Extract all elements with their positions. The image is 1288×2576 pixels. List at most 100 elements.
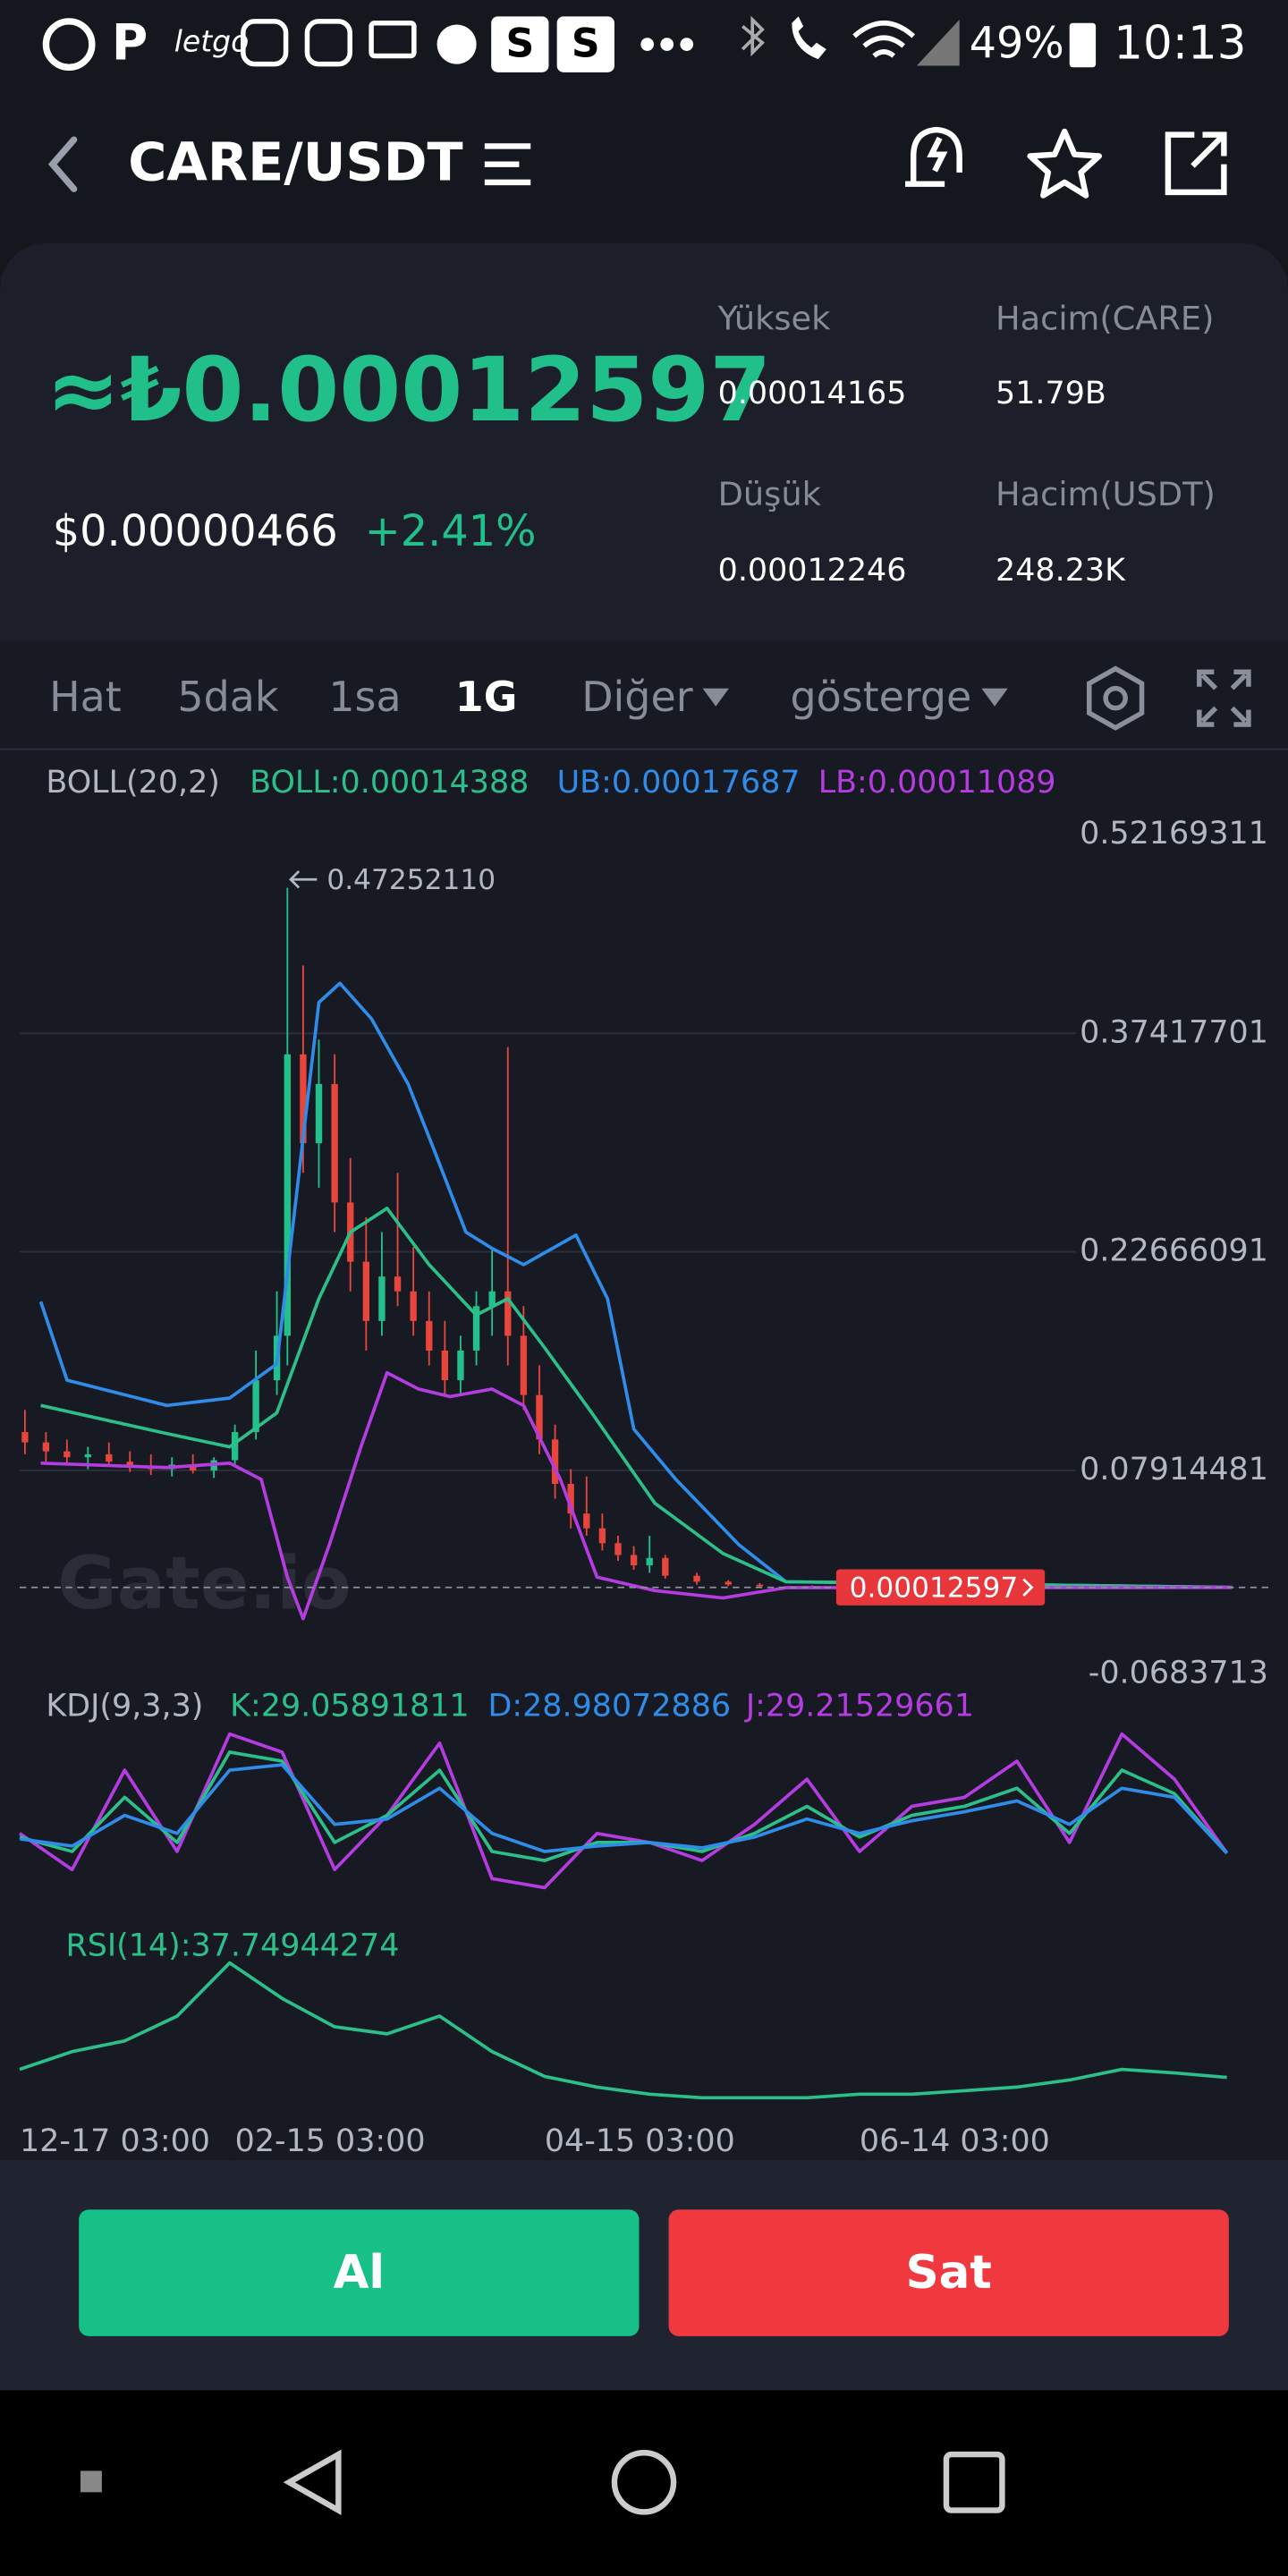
status-icon (42, 18, 96, 71)
stat-value: 0.00014165 (718, 376, 907, 411)
wifi-icon (852, 20, 916, 58)
candle-body (662, 1557, 669, 1576)
candle-body (362, 1261, 370, 1321)
price-change: +2.41% (365, 507, 537, 556)
y-tick-label: -0.0683713 (1089, 1656, 1268, 1691)
candle-body (64, 1451, 71, 1458)
stat-label: Hacim(USDT) (996, 475, 1216, 513)
buy-button-label[interactable]: Al (334, 2246, 385, 2300)
timeframe-tab[interactable]: 5dak (177, 673, 278, 721)
candle-body (646, 1557, 653, 1566)
boll-label: BOLL(20,2) (46, 765, 219, 801)
stat-value: 248.23K (996, 553, 1126, 589)
usd-price: $0.00000466 (53, 507, 338, 556)
kdj-line (19, 1750, 1229, 1862)
candle-body (252, 1380, 259, 1433)
candle-body (126, 1462, 133, 1467)
x-tick-label: 04-15 03:00 (545, 2123, 735, 2159)
nav-menu[interactable] (80, 2470, 102, 2493)
last-price: ≈₺0.00012597 (46, 339, 771, 442)
status-icon (436, 24, 477, 64)
candle-body (598, 1528, 606, 1544)
rsi-line (19, 1961, 1227, 2100)
candle-body (426, 1320, 433, 1351)
favorite-icon[interactable] (1027, 128, 1102, 199)
candle-body (378, 1276, 386, 1321)
status-icon (556, 16, 614, 72)
stat-value: 51.79B (996, 376, 1106, 411)
sell-button[interactable] (668, 2209, 1229, 2336)
kdj-d-label: D:28.98072886 (488, 1688, 732, 1724)
pair-menu-icon[interactable] (484, 143, 531, 186)
buy-button[interactable] (79, 2209, 640, 2336)
kdj-k-label: K:29.05891811 (230, 1688, 470, 1724)
candle-body (190, 1464, 197, 1471)
last-price-chevron (1022, 1578, 1034, 1597)
candle-body (106, 1453, 113, 1462)
kdj-line (19, 1763, 1229, 1855)
timeframe-tab[interactable]: Hat (49, 673, 122, 721)
candle-body (84, 1453, 91, 1458)
kdj-label: KDJ(9,3,3) (46, 1688, 203, 1724)
alert-icon[interactable] (905, 126, 962, 187)
rsi-label: RSI(14):37.74944274 (65, 1928, 399, 1964)
nav-back[interactable] (283, 2449, 342, 2516)
max-label: 0.47252110 (326, 864, 496, 896)
battery-level: 49% (970, 19, 1064, 68)
candle-body (457, 1350, 464, 1381)
timeframe-tab[interactable]: Diğer (581, 673, 692, 721)
candle-body (724, 1581, 732, 1585)
share-icon[interactable] (1165, 131, 1227, 196)
status-app-icon: letgo (174, 23, 250, 58)
pair-title[interactable]: CARE/USDT (128, 131, 462, 193)
last-price-tag (835, 1569, 1046, 1606)
timeframe-tab[interactable]: 1G (455, 673, 518, 721)
main-plot (21, 887, 1233, 1621)
candle-body (42, 1442, 50, 1452)
nav-bar (0, 2390, 1288, 2576)
nav-recents[interactable] (943, 2451, 1005, 2513)
status-app-icon: S (572, 21, 600, 66)
dropdown-caret (981, 688, 1008, 707)
battery-icon (1069, 22, 1097, 68)
clock: 10:13 (1114, 16, 1246, 70)
candle-body (583, 1513, 590, 1529)
y-tick-label: 0.07914481 (1080, 1452, 1268, 1487)
status-app-icon: P (112, 14, 148, 72)
x-tick-label: 02-15 03:00 (235, 2123, 426, 2159)
timeframe-tab[interactable]: 1sa (328, 673, 401, 721)
watermark: Gate.io (57, 1542, 351, 1626)
y-tick-label: 0.52169311 (1080, 816, 1268, 852)
stat-label: Hacim(CARE) (996, 300, 1214, 338)
max-arrow (289, 870, 318, 889)
settings-icon[interactable] (1087, 665, 1145, 731)
candle-body (488, 1291, 496, 1307)
candle-body (693, 1575, 700, 1582)
fullscreen-icon[interactable] (1197, 669, 1251, 727)
sell-button-label[interactable]: Sat (906, 2246, 992, 2300)
back-button[interactable] (47, 136, 78, 192)
boll-lower-line (40, 1370, 1233, 1621)
boll-mid-label: BOLL:0.00014388 (250, 765, 529, 801)
status-icon (491, 16, 549, 72)
candle-body (551, 1439, 559, 1485)
candle-body (300, 1054, 307, 1144)
nav-home[interactable] (611, 2450, 677, 2515)
bluetooth-icon (741, 15, 765, 57)
candle-body (567, 1484, 574, 1514)
stat-label: Düşük (718, 475, 822, 513)
stat-label: Yüksek (717, 300, 831, 338)
status-icon (369, 20, 417, 59)
call-icon (792, 16, 826, 60)
status-icon (304, 19, 352, 67)
boll-lb-label: LB:0.00011089 (818, 765, 1056, 801)
candle-body (21, 1432, 29, 1443)
x-tick-label: 06-14 03:00 (860, 2123, 1050, 2159)
status-icon (241, 19, 289, 67)
candle-body (231, 1432, 239, 1461)
y-tick-label: 0.22666091 (1080, 1233, 1268, 1269)
timeframe-tab[interactable]: gösterge (790, 673, 971, 721)
last-price-tag-label: 0.00012597 (850, 1572, 1019, 1605)
